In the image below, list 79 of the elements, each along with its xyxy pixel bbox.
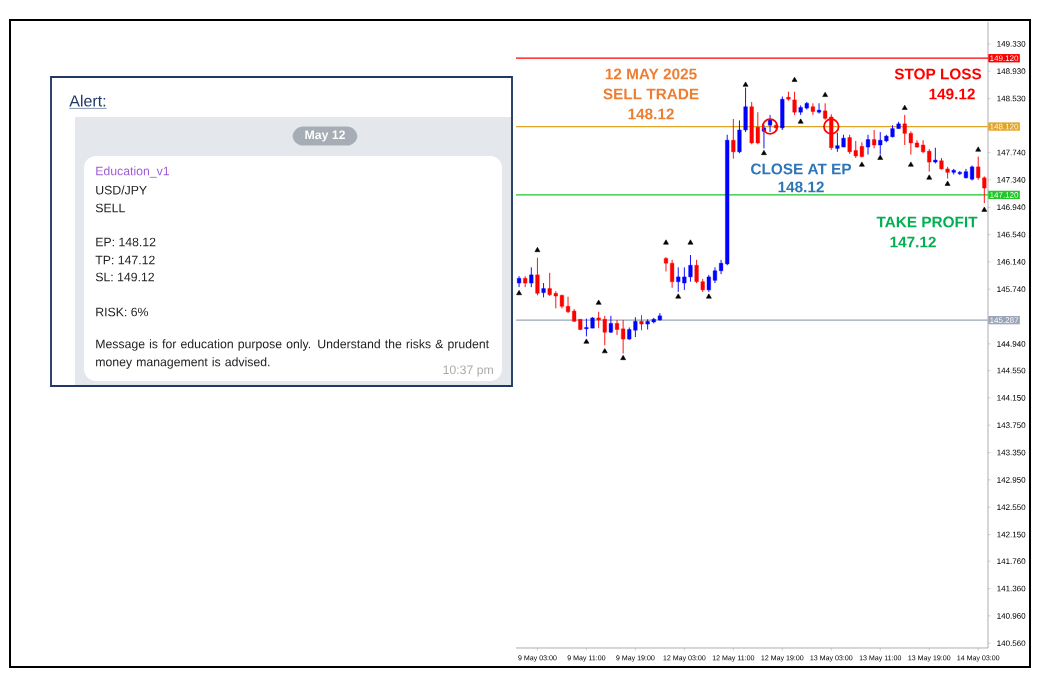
candlestick (810, 102, 815, 116)
point (687, 239, 694, 245)
point (926, 174, 933, 180)
y-tick-label: 146.540 (997, 231, 1026, 238)
y-tick-label: 143.750 (997, 422, 1026, 429)
point (516, 290, 522, 296)
y-tick-label: 145.740 (997, 286, 1026, 293)
point (822, 91, 828, 97)
point (706, 293, 712, 299)
point (797, 118, 804, 124)
point (663, 239, 669, 245)
point (823, 118, 840, 135)
candlestick (663, 256, 669, 272)
annotation: 147.12 (890, 236, 936, 248)
candlestick (529, 266, 534, 288)
text: USD/JPY (96, 185, 147, 195)
y-tick-label: 144.150 (997, 395, 1026, 401)
point (975, 146, 982, 152)
y-tick-label: 141.360 (997, 585, 1026, 592)
point (583, 338, 590, 344)
point (675, 293, 682, 299)
point (901, 104, 908, 110)
point (791, 76, 798, 82)
candlestick (517, 275, 522, 288)
y-tick-label: 142.550 (997, 504, 1026, 511)
y-tick-label: 142.950 (997, 477, 1026, 483)
y-tick-label: 144.940 (997, 341, 1026, 347)
annotation: 12 MAY 2025 (605, 68, 697, 80)
y-tick-label: 147.740 (997, 149, 1026, 156)
point (877, 154, 884, 160)
text: SL: 149.12 (95, 272, 154, 282)
text: Alert: (69, 94, 106, 107)
y-tick-label: 147.340 (997, 177, 1026, 183)
candlestick (872, 129, 877, 149)
point (981, 206, 988, 212)
y-tick-label: 140.560 (997, 640, 1026, 647)
y-tick-label: 146.940 (997, 204, 1026, 211)
annotation: 148.12 (778, 181, 824, 193)
annotation: 149.12 (929, 88, 975, 100)
y-tick-label: 149.330 (997, 41, 1026, 47)
candlestick (670, 259, 675, 289)
annotation: SELL TRADE (603, 88, 699, 100)
point (620, 355, 626, 360)
annotation: CLOSE AT EP (751, 163, 852, 175)
text: Education_v1 (96, 166, 170, 178)
y-tick-label: 146.140 (997, 259, 1026, 265)
y-tick-label: 142.150 (997, 531, 1026, 538)
point (742, 81, 749, 87)
text: May 12 (305, 130, 345, 142)
point (761, 118, 779, 135)
y-tick-label: 141.760 (997, 558, 1026, 565)
y-tick-label: 148.530 (997, 95, 1026, 102)
ref-line-label: 148.120 (990, 123, 1019, 130)
y-tick-label: 143.350 (997, 449, 1026, 456)
point (601, 348, 608, 354)
annotation: STOP LOSS (894, 68, 982, 80)
point (908, 161, 914, 167)
point (944, 180, 951, 186)
annotation: 148.12 (628, 108, 674, 120)
text: EP: 148.12 (96, 237, 156, 247)
point (761, 150, 767, 155)
y-tick-label: 144.550 (997, 367, 1026, 374)
point (859, 161, 865, 167)
candlestick (535, 257, 540, 296)
ref-line-label: 145.287 (990, 317, 1019, 323)
candlestick (731, 118, 736, 160)
text: RISK: 6% (96, 307, 149, 317)
annotation: TAKE PROFIT (876, 216, 978, 228)
candlestick (817, 102, 822, 115)
point (595, 299, 602, 305)
candlestick (768, 114, 773, 133)
ref-line-label: 147.120 (990, 192, 1019, 198)
ref-line-label: 149.120 (990, 55, 1019, 62)
y-tick-label: 140.960 (997, 613, 1026, 619)
candlestick (865, 134, 871, 156)
y-tick-label: 148.930 (997, 68, 1026, 75)
point (534, 247, 541, 252)
text: SELL (95, 203, 125, 213)
text: TP: 147.12 (95, 255, 155, 265)
